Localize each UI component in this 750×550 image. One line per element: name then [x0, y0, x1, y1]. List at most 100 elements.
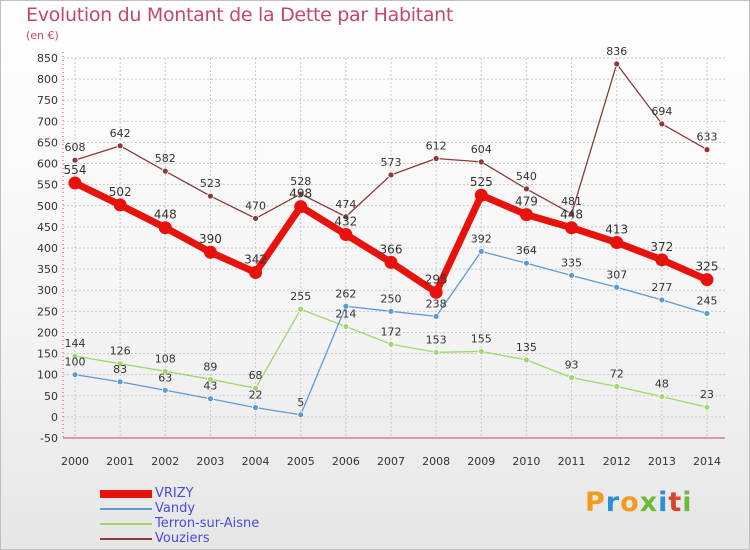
data-point — [703, 146, 711, 154]
y-tick-label: -50 — [40, 432, 58, 445]
data-label: 153 — [426, 333, 447, 346]
data-label: 554 — [64, 163, 87, 177]
data-label: 238 — [426, 297, 447, 310]
data-point — [477, 348, 485, 355]
x-tick-label: 2012 — [603, 455, 631, 468]
data-label: 523 — [200, 177, 221, 190]
data-point — [613, 383, 621, 390]
legend-swatch — [100, 490, 152, 498]
data-label: 413 — [605, 223, 628, 237]
y-tick-label: 200 — [37, 326, 58, 339]
data-point — [565, 221, 579, 235]
data-point — [161, 367, 169, 375]
y-tick-label: 350 — [37, 263, 58, 276]
y-tick-label: 400 — [37, 242, 58, 255]
data-point — [68, 176, 82, 190]
data-label: 100 — [65, 356, 86, 369]
data-label: 342 — [244, 252, 267, 266]
data-point — [658, 120, 666, 128]
data-label: 612 — [426, 139, 447, 152]
data-label: 23 — [700, 388, 714, 401]
data-label: 573 — [381, 156, 402, 169]
data-point — [429, 285, 443, 299]
y-tick-label: 100 — [37, 369, 58, 382]
data-point — [207, 395, 214, 403]
data-label: 172 — [381, 325, 402, 338]
data-point — [207, 192, 214, 200]
data-label: 89 — [203, 360, 217, 373]
data-point — [116, 142, 124, 150]
data-label: 5 — [297, 396, 304, 409]
data-point — [432, 155, 440, 162]
data-label: 83 — [113, 363, 127, 376]
data-point — [71, 352, 79, 360]
data-label: 250 — [381, 292, 402, 305]
data-label: 93 — [565, 359, 579, 372]
data-point — [297, 305, 305, 313]
y-tick-label: 500 — [37, 200, 58, 213]
y-tick-label: 450 — [37, 221, 58, 234]
data-point — [297, 190, 305, 198]
data-point — [387, 171, 395, 179]
data-label: 262 — [335, 287, 356, 300]
data-point — [474, 188, 488, 202]
data-point — [161, 386, 169, 394]
data-label: 392 — [471, 232, 492, 245]
data-point — [568, 272, 575, 279]
data-point — [294, 200, 308, 214]
data-point — [252, 404, 259, 412]
data-label: 540 — [516, 170, 537, 183]
y-tick-label: 650 — [37, 136, 58, 149]
data-label: 642 — [110, 127, 131, 140]
data-point — [568, 210, 575, 218]
data-point — [252, 384, 259, 392]
data-point — [519, 208, 533, 222]
data-label: 108 — [155, 352, 176, 365]
data-label: 525 — [470, 175, 493, 189]
data-label: 836 — [606, 45, 627, 58]
data-point — [387, 340, 395, 348]
data-label: 390 — [199, 232, 222, 246]
data-label: 498 — [289, 187, 312, 201]
legend-swatch — [100, 523, 152, 525]
data-label: 694 — [651, 105, 672, 118]
data-point — [339, 227, 353, 241]
data-label: 135 — [516, 341, 537, 354]
x-tick-label: 2006 — [332, 455, 360, 468]
data-point — [252, 215, 259, 222]
x-tick-label: 2008 — [422, 455, 450, 468]
data-point — [432, 312, 440, 320]
data-point — [342, 302, 350, 310]
data-label: 528 — [290, 175, 311, 188]
data-point — [158, 221, 172, 235]
data-point — [207, 375, 214, 383]
data-label: 432 — [334, 214, 357, 228]
chart-title: Evolution du Montant de la Dette par Hab… — [26, 4, 454, 26]
x-tick-label: 2001 — [106, 455, 134, 468]
data-point — [700, 273, 714, 287]
y-tick-label: 0 — [51, 411, 58, 424]
legend-label: VRIZY — [155, 486, 194, 501]
data-point — [384, 255, 398, 269]
y-tick-label: 800 — [37, 73, 58, 86]
x-tick-label: 2007 — [377, 455, 405, 468]
x-tick-label: 2013 — [648, 455, 676, 468]
legend-label: Vandy — [155, 501, 196, 516]
data-point — [610, 236, 624, 250]
data-label: 72 — [610, 367, 624, 380]
data-point — [703, 310, 711, 317]
legend-swatch — [100, 508, 152, 510]
data-point — [477, 158, 485, 166]
data-point — [613, 60, 621, 68]
data-label: 43 — [203, 380, 217, 393]
data-label: 126 — [110, 345, 131, 358]
data-label: 48 — [655, 378, 669, 391]
data-point — [203, 245, 217, 259]
x-tick-label: 2014 — [693, 455, 721, 468]
data-label: 604 — [471, 143, 492, 156]
y-tick-label: 550 — [37, 179, 58, 192]
data-point — [161, 167, 169, 175]
data-label: 335 — [561, 256, 582, 269]
chart-subtitle: (en €) — [26, 29, 59, 42]
